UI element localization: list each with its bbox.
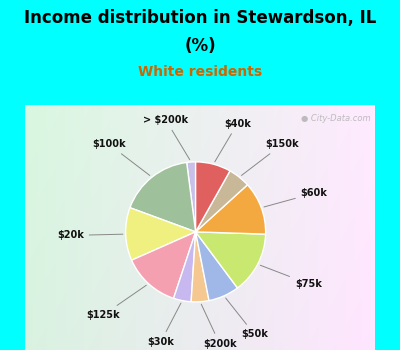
Text: $20k: $20k — [57, 230, 123, 240]
Text: $30k: $30k — [147, 303, 181, 347]
Wedge shape — [126, 208, 196, 260]
Text: $75k: $75k — [260, 265, 322, 289]
Wedge shape — [132, 232, 196, 298]
Text: > $200k: > $200k — [143, 115, 190, 160]
Text: White residents: White residents — [138, 65, 262, 79]
Wedge shape — [196, 232, 238, 301]
Wedge shape — [187, 162, 196, 232]
Wedge shape — [130, 162, 196, 232]
Text: $200k: $200k — [201, 304, 236, 349]
Text: $40k: $40k — [215, 119, 251, 162]
Wedge shape — [196, 171, 248, 232]
Wedge shape — [196, 162, 230, 232]
Text: $150k: $150k — [242, 139, 299, 175]
Text: $100k: $100k — [92, 139, 150, 175]
Wedge shape — [191, 232, 209, 302]
Wedge shape — [174, 232, 196, 302]
Text: $125k: $125k — [87, 285, 146, 320]
Wedge shape — [196, 185, 266, 234]
Text: ● City-Data.com: ● City-Data.com — [301, 114, 371, 123]
Text: (%): (%) — [184, 37, 216, 55]
Text: $50k: $50k — [226, 298, 268, 339]
Text: Income distribution in Stewardson, IL: Income distribution in Stewardson, IL — [24, 9, 376, 27]
Wedge shape — [196, 232, 266, 288]
Text: $60k: $60k — [264, 188, 328, 207]
